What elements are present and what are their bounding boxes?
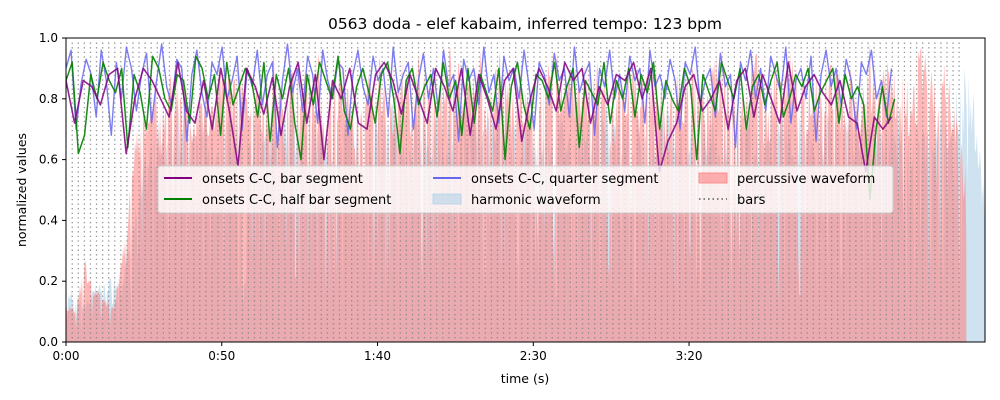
y-tick-label: 1.0 (39, 31, 58, 45)
legend-label: bars (737, 193, 766, 208)
series-line-onsets-c-c-bar-segment (66, 61, 893, 173)
legend-swatch (432, 193, 462, 205)
legend-label: onsets C-C, half bar segment (202, 193, 391, 208)
x-tick-label: 1:40 (364, 349, 391, 363)
x-axis-label: time (s) (501, 371, 549, 386)
legend-label: percussive waveform (737, 172, 875, 187)
y-tick-label: 0.6 (39, 153, 58, 167)
x-axis: 0:00 0:50 1:40 2:30 3:20 (53, 342, 703, 363)
y-tick-label: 0.8 (39, 92, 58, 106)
x-tick-label: 2:30 (520, 349, 547, 363)
plot-frame (65, 37, 986, 343)
series-line-onsets-c-c-half-bar-segment (66, 55, 896, 200)
y-axis: 0.0 0.2 0.4 0.6 0.8 1.0 (39, 31, 66, 349)
legend: onsets C-C, bar segment onsets C-C, half … (157, 165, 894, 214)
y-axis-label: normalized values (14, 133, 29, 247)
legend-label: onsets C-C, bar segment (202, 172, 363, 187)
legend-label: harmonic waveform (471, 193, 601, 208)
x-tick-label: 0:00 (53, 349, 80, 363)
x-tick-label: 3:20 (676, 349, 703, 363)
chart-title: 0563 doda - elef kabaim, inferred tempo:… (328, 15, 722, 33)
legend-label: onsets C-C, quarter segment (471, 172, 658, 187)
x-tick-label: 0:50 (208, 349, 235, 363)
legend-swatch (698, 172, 728, 184)
y-tick-label: 0.2 (39, 274, 58, 288)
y-tick-label: 0.0 (39, 335, 58, 349)
y-tick-label: 0.4 (39, 213, 58, 227)
